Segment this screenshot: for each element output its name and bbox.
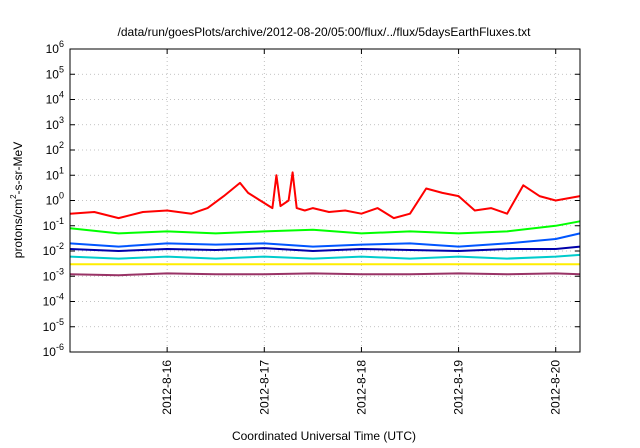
- y-tick-label: 103: [46, 115, 64, 132]
- y-tick-label: 102: [46, 140, 64, 157]
- x-axis-label: Coordinated Universal Time (UTC): [232, 429, 416, 443]
- y-tick-label: 10-6: [43, 342, 64, 359]
- y-axis-label: protons/cm2-s-sr-MeV: [9, 142, 25, 258]
- series-line: [69, 171, 581, 220]
- y-tick-label: 10-1: [43, 216, 64, 233]
- x-tick-label: 2012-8-20: [549, 360, 563, 415]
- y-axis-ticks: 10-6 10-5 10-4 10-3 10-2 10-1 100 101 102 103 104 1…: [43, 39, 580, 359]
- series-lines: [69, 171, 581, 277]
- x-tick-label: 2012-8-16: [160, 360, 174, 415]
- y-tick-label: 100: [46, 191, 64, 208]
- x-tick-label: 2012-8-17: [257, 360, 271, 415]
- y-tick-label: 10-4: [43, 292, 64, 309]
- grid: [70, 49, 580, 352]
- y-axis-label-sup: 2: [9, 194, 18, 199]
- series-line: [69, 232, 581, 248]
- y-tick-label: 10-3: [43, 266, 64, 283]
- y-tick-label: 106: [46, 39, 64, 56]
- y-axis-label-base: protons/cm: [11, 199, 25, 258]
- y-axis-label-rest: -s-sr-MeV: [11, 142, 25, 195]
- x-tick-label: 2012-8-18: [354, 360, 368, 415]
- x-axis-ticks: 2012-8-16 2012-8-17 2012-8-18 2012-8-19 2012…: [160, 49, 563, 415]
- x-tick-label: 2012-8-19: [452, 360, 466, 415]
- y-tick-label: 105: [46, 64, 64, 81]
- chart-title: /data/run/goesPlots/archive/2012-08-20/0…: [118, 25, 532, 39]
- series-line: [69, 253, 581, 260]
- series-line: [69, 245, 581, 252]
- series-line: [69, 220, 581, 235]
- series-line: [69, 272, 581, 277]
- y-tick-label: 10-5: [43, 317, 64, 334]
- y-tick-label: 101: [46, 165, 64, 182]
- y-tick-label: 104: [46, 90, 64, 107]
- y-tick-label: 10-2: [43, 241, 64, 258]
